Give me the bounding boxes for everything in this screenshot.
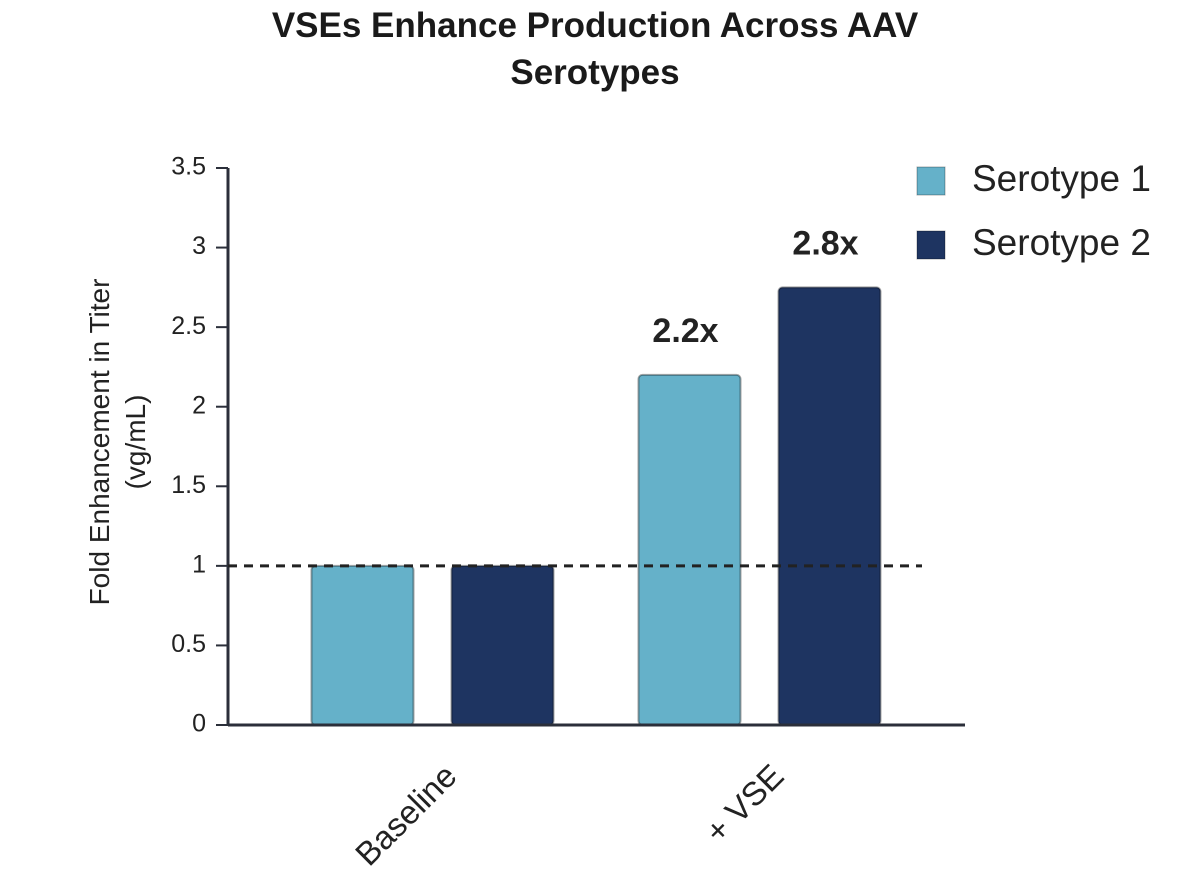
y-tick-label: 1: [192, 550, 206, 578]
x-tick-label: + VSE: [698, 757, 791, 850]
legend-swatch: [916, 166, 946, 196]
data-label: 2.8x: [792, 224, 858, 262]
data-label: 2.2x: [652, 312, 718, 350]
y-tick-label: 2.5: [171, 312, 206, 340]
legend-label: Serotype 2: [972, 222, 1151, 263]
y-tick-label: 3: [192, 232, 206, 260]
bar: [637, 373, 742, 726]
y-tick-label: 1.5: [171, 471, 206, 499]
y-tick-label: 2: [192, 391, 206, 419]
bar: [310, 564, 415, 726]
bar: [450, 564, 555, 726]
y-tick-label: 3.5: [171, 153, 206, 181]
y-tick-label: 0: [192, 710, 206, 738]
legend-swatch: [916, 230, 946, 260]
legend-label: Serotype 1: [972, 158, 1151, 199]
y-tick-label: 0.5: [171, 630, 206, 658]
x-tick-label: Baseline: [348, 757, 464, 873]
bar: [777, 286, 882, 726]
chart-title: VSEs Enhance Production Across AAV Serot…: [271, 6, 919, 92]
